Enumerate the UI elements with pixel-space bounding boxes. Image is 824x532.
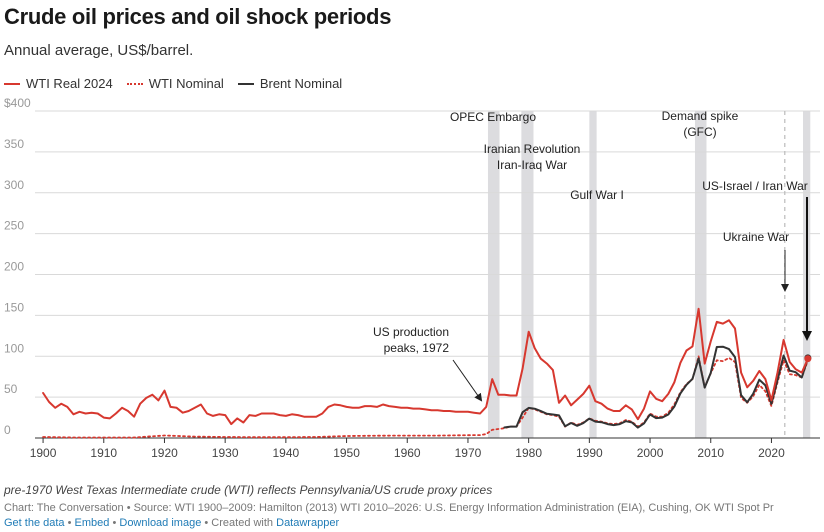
series-line-brent-nominal xyxy=(503,345,809,429)
separator: • xyxy=(204,517,212,529)
chart-title: Crude oil prices and oil shock periods xyxy=(4,4,392,29)
legend-label-brent-nominal: Brent Nominal xyxy=(259,76,343,91)
x-tick-label: 1920 xyxy=(151,446,178,460)
legend-label-wti-real: WTI Real 2024 xyxy=(26,76,113,91)
y-tick-label: 350 xyxy=(4,137,24,151)
x-tick-label: 1980 xyxy=(515,446,542,460)
gridlines xyxy=(35,110,820,439)
annotation-us-production-peak: US production xyxy=(373,325,449,339)
annotation-iranian-revolution: Iranian Revolution xyxy=(484,142,581,156)
legend: WTI Real 2024 WTI Nominal Brent Nominal xyxy=(4,76,342,91)
created-with-text: Created with xyxy=(211,517,274,529)
end-marker-wti-real-2024 xyxy=(804,355,812,363)
download-image-link[interactable]: Download image xyxy=(119,517,202,529)
legend-item-brent-nominal: Brent Nominal xyxy=(237,76,343,91)
x-tick-label: 2010 xyxy=(697,446,724,460)
y-tick-label: 0 xyxy=(4,423,11,437)
get-data-link[interactable]: Get the data xyxy=(4,517,65,529)
annotation-demand-spike: (GFC) xyxy=(683,125,716,139)
y-tick-label: 150 xyxy=(4,300,24,314)
x-tick-label: 1910 xyxy=(90,446,117,460)
legend-swatch-brent-nominal xyxy=(237,82,254,85)
series-line-wti-real-2024 xyxy=(42,307,809,426)
y-tick-label: 50 xyxy=(4,382,18,396)
legend-swatch-wti-nominal xyxy=(126,82,143,85)
y-tick-label: 250 xyxy=(4,219,24,233)
annotations: OPEC Embargo Iranian Revolution Iran-Iraq … xyxy=(373,109,812,402)
annotation-demand-spike: Demand spike xyxy=(662,109,739,123)
annotation-us-israel-iran-war: US-Israel / Iran War xyxy=(702,179,808,193)
legend-item-wti-real: WTI Real 2024 xyxy=(4,76,113,91)
y-tick-labels: 0 50 100 150 200 250 300 350 $400 xyxy=(4,96,31,437)
x-tick-label: 1950 xyxy=(333,446,360,460)
embed-link[interactable]: Embed xyxy=(74,517,110,529)
annotation-us-production-peak: peaks, 1972 xyxy=(384,341,450,355)
action-links: Get the data • Embed • Download image • … xyxy=(4,516,820,531)
separator: • xyxy=(67,517,75,529)
legend-item-wti-nominal: WTI Nominal xyxy=(126,76,224,91)
x-tick-label: 2000 xyxy=(637,446,664,460)
annotation-opec-embargo: OPEC Embargo xyxy=(450,110,536,124)
annotation-ukraine-war: Ukraine War xyxy=(723,230,789,244)
x-tick-label: 1900 xyxy=(30,446,57,460)
source-line: Chart: The Conversation • Source: WTI 19… xyxy=(4,502,774,514)
x-tick-label: 1970 xyxy=(455,446,482,460)
credits: Chart: The Conversation • Source: WTI 19… xyxy=(4,501,820,531)
end-markers xyxy=(804,354,812,363)
annotation-gulf-war: Gulf War I xyxy=(570,188,624,202)
y-tick-label: 300 xyxy=(4,178,24,192)
y-tick-label: $400 xyxy=(4,96,31,110)
arrow-us-production-peak xyxy=(452,359,483,402)
x-tick-label: 1990 xyxy=(576,446,603,460)
annotation-iranian-revolution: Iran-Iraq War xyxy=(497,158,567,172)
chart-subtitle: Annual average, US$/barrel. xyxy=(4,42,194,59)
footnote: pre-1970 West Texas Intermediate crude (… xyxy=(4,483,493,497)
x-tick-label: 2020 xyxy=(758,446,785,460)
x-tick-label: 1940 xyxy=(273,446,300,460)
x-ticks: 1900 1910 1920 1930 1940 1950 1960 1970 1980 1990… xyxy=(30,438,785,460)
x-tick-label: 1930 xyxy=(212,446,239,460)
y-tick-label: 100 xyxy=(4,341,24,355)
legend-swatch-wti-real xyxy=(4,82,20,85)
x-tick-label: 1960 xyxy=(394,446,421,460)
legend-label-wti-nominal: WTI Nominal xyxy=(148,76,224,91)
datawrapper-link[interactable]: Datawrapper xyxy=(276,517,340,529)
y-tick-label: 200 xyxy=(4,260,24,274)
separator: • xyxy=(112,517,120,529)
series-lines xyxy=(42,307,809,439)
